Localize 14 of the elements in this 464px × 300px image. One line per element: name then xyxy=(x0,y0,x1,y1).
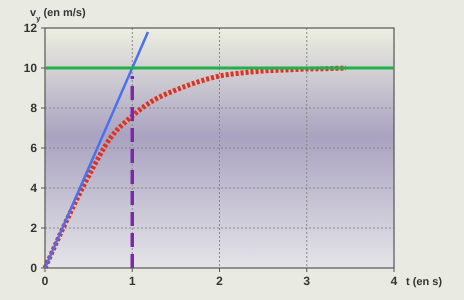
y-tick-label: 8 xyxy=(30,101,38,115)
x-tick-label: 0 xyxy=(42,274,49,288)
y-tick-label: 12 xyxy=(24,21,38,35)
x-tick-label: 3 xyxy=(303,274,310,288)
x-tick-label: 1 xyxy=(128,274,136,288)
y-axis-title: v$_{y}$ (en m/s) xyxy=(30,7,86,22)
x-axis-title: t (en s) xyxy=(406,276,442,288)
x-tick-label: 2 xyxy=(216,274,224,288)
y-tick-label: 0 xyxy=(30,261,38,275)
y-tick-label: 6 xyxy=(30,141,38,155)
y-tick-label: 10 xyxy=(24,61,38,75)
x-tick-label: 4 xyxy=(390,274,398,288)
y-tick-label: 2 xyxy=(30,221,38,235)
y-tick-label: 4 xyxy=(30,181,38,195)
